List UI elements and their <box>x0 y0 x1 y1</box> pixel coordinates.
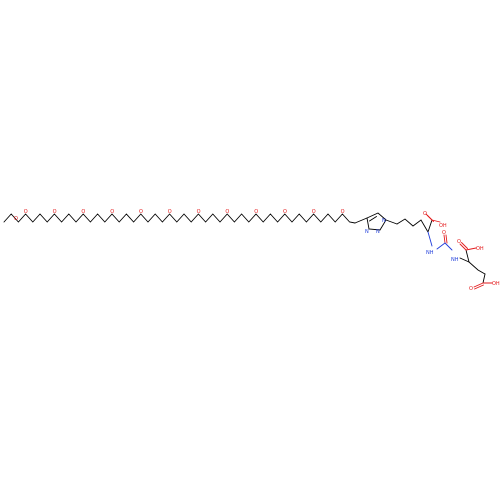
ether-oxygen: O <box>283 209 287 215</box>
ether-oxygen: O <box>225 209 229 215</box>
urea-nh-2: NH <box>451 257 459 263</box>
butyl-linker <box>396 218 429 233</box>
ether-oxygen: O <box>81 209 85 215</box>
ether-oxygen: O <box>197 209 201 215</box>
ether-oxygen: O <box>139 209 143 215</box>
lysine-oh: OH <box>439 223 447 229</box>
urea-linkage: NH O NH <box>426 230 459 263</box>
peg-chain <box>3 213 356 224</box>
triazole-ring: N N N <box>354 212 398 235</box>
triazole-n1: N <box>382 218 386 224</box>
lysine-carbonyl-o: O <box>423 211 427 217</box>
glu-side-carbonyl-o: O <box>469 286 473 292</box>
ether-oxygen: O <box>312 209 316 215</box>
glu-side-oh: OH <box>492 281 500 287</box>
ether-oxygen: O <box>254 209 258 215</box>
glutamate-residue: O OH O OH <box>457 239 500 292</box>
glu-alpha-oh: OH <box>476 246 484 252</box>
methoxy-oxygen: O <box>14 216 18 222</box>
ether-oxygen: O <box>24 209 28 215</box>
triazole-n3: N <box>365 229 369 235</box>
ether-oxygen: O <box>53 209 57 215</box>
ether-oxygen: O <box>168 209 172 215</box>
triazole-n2: N <box>376 229 380 235</box>
glu-alpha-carbonyl-o: O <box>457 239 461 245</box>
lysine-carboxyl: O OH <box>423 211 447 233</box>
urea-nh-1: NH <box>426 250 434 256</box>
ether-oxygen: O <box>110 209 114 215</box>
urea-carbonyl-o: O <box>442 230 446 236</box>
ether-oxygen: O <box>341 209 345 215</box>
